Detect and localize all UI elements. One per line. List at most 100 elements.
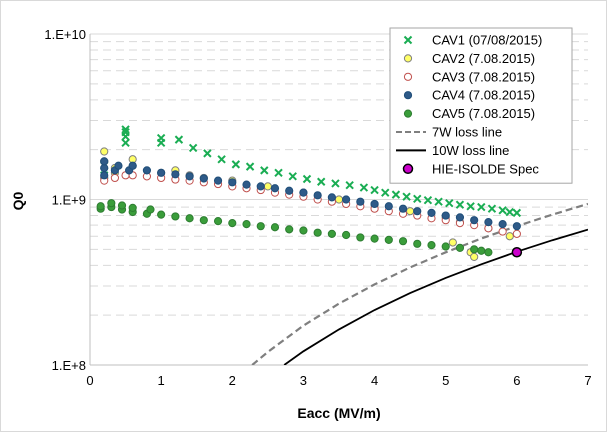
- cav4-7-08-2015-point: [270, 184, 280, 193]
- cav1-07-08-2015-point: [245, 162, 255, 171]
- x-stroke: [505, 207, 514, 217]
- x-stroke: [302, 174, 312, 184]
- cav5-7-08-2015-point: [356, 233, 365, 242]
- cav1-07-08-2015-point: [487, 204, 497, 213]
- x-stroke: [288, 172, 297, 181]
- cav4-7-08-2015-point: [185, 172, 194, 181]
- cav5-7-08-2015-point: [441, 242, 450, 251]
- x-stroke: [381, 188, 390, 197]
- x-tick-label: 7: [584, 373, 591, 388]
- cav1-07-08-2015-point: [466, 202, 475, 211]
- cav3-7-08-2015-point: [110, 173, 120, 183]
- y-axis-label: Q0: [10, 191, 26, 210]
- hie-isolde-spec-point: [511, 247, 523, 258]
- cav1-07-08-2015-point: [498, 206, 507, 215]
- x-tick-label: 0: [86, 373, 93, 388]
- cav1-07-08-2015-point: [174, 135, 184, 144]
- cav5-7-08-2015-point: [96, 202, 105, 211]
- y-tick-label: 1.E+9: [52, 193, 86, 208]
- cav4-7-08-2015-point: [285, 186, 294, 195]
- x-stroke: [317, 177, 326, 186]
- x-stroke: [391, 190, 401, 199]
- cav1-07-08-2015-point: [331, 179, 340, 188]
- cav4-7-08-2015-point: [327, 193, 336, 202]
- cav4-7-08-2015-point: [441, 211, 450, 220]
- x-stroke: [455, 200, 465, 209]
- cav5-7-08-2015-point: [477, 246, 486, 255]
- legend-label-hie-isolde-spec: HIE-ISOLDE Spec: [432, 161, 539, 176]
- cav4-7-08-2015-point: [370, 199, 379, 209]
- cav3-7-08-2015-point: [512, 229, 521, 238]
- cav5-7-08-2015-point: [107, 199, 116, 208]
- cav5-7-08-2015-point: [327, 229, 336, 238]
- cav5-7-08-2015-point: [484, 248, 493, 257]
- cav1-07-08-2015-point: [121, 128, 130, 137]
- legend-label-7w-loss-line: 7W loss line: [432, 125, 502, 140]
- cav5-7-08-2015-point: [285, 225, 294, 234]
- cav4-7-08-2015-point: [398, 204, 408, 213]
- x-axis-label: Eacc (MV/m): [297, 405, 380, 421]
- x-stroke: [121, 138, 130, 148]
- y-tick-label: 1.E+10: [44, 27, 86, 42]
- cav5-7-08-2015-point: [270, 223, 280, 232]
- cav5-7-08-2015-point: [117, 201, 127, 210]
- x-stroke: [203, 149, 212, 158]
- cav5-7-08-2015-point: [256, 222, 265, 231]
- cav1-07-08-2015-point: [370, 185, 379, 195]
- x-stroke: [403, 35, 413, 45]
- x-stroke: [413, 194, 422, 203]
- cav4-7-08-2015-point: [228, 178, 237, 187]
- cav4-7-08-2015-point: [199, 174, 208, 183]
- x-stroke: [260, 166, 269, 175]
- cav5-7-08-2015-point: [199, 216, 208, 225]
- cav5-7-08-2015-point: [413, 239, 422, 248]
- cav5-7-08-2015-point: [470, 245, 479, 254]
- legend-label-cav5-7-08-2015: CAV5 (7.08.2015): [432, 106, 535, 121]
- cav5-7-08-2015-point: [384, 235, 393, 245]
- x-stroke: [498, 206, 507, 215]
- cav4-7-08-2015-point: [100, 163, 109, 173]
- x-stroke: [434, 197, 443, 206]
- cav4-7-08-2015-point: [114, 161, 123, 170]
- legend-swatch-cav1-07-08-2015: [403, 35, 413, 45]
- cav2-7-08-2015-point: [100, 147, 109, 156]
- cav4-7-08-2015-point: [242, 180, 251, 189]
- x-tick-label: 4: [371, 373, 378, 388]
- cav1-07-08-2015-point: [423, 196, 433, 205]
- x-stroke: [188, 143, 198, 153]
- cav4-7-08-2015-point: [313, 191, 322, 200]
- cav4-7-08-2015-point: [470, 216, 479, 225]
- legend-swatch-cav4-7-08-2015: [403, 91, 413, 100]
- cav5-7-08-2015-point: [157, 210, 166, 219]
- cav5-7-08-2015-point: [370, 234, 379, 243]
- cav5-7-08-2015-point: [228, 219, 237, 228]
- axes: [89, 34, 588, 366]
- cav5-7-08-2015-point: [342, 230, 351, 240]
- cav2-7-08-2015-point: [448, 238, 457, 247]
- legend-label-cav1-07-08-2015: CAV1 (07/08/2015): [432, 33, 542, 48]
- legend-swatch-cav2-7-08-2015: [403, 54, 413, 63]
- x-stroke: [245, 162, 255, 171]
- x-tick-label: 1: [158, 373, 165, 388]
- x-stroke: [423, 196, 433, 205]
- cav4-7-08-2015-point: [498, 220, 507, 229]
- x-stroke: [331, 179, 340, 188]
- cav1-07-08-2015-point: [274, 168, 283, 178]
- cav4-7-08-2015-point: [100, 157, 109, 166]
- cav5-7-08-2015-point: [242, 220, 251, 229]
- cav1-07-08-2015-point: [345, 181, 354, 190]
- x-tick-label: 2: [229, 373, 236, 388]
- cav1-07-08-2015-point: [121, 125, 130, 134]
- y-tick-label: 1.E+8: [52, 358, 86, 373]
- x-tick-label: 6: [513, 373, 520, 388]
- cav4-7-08-2015-point: [128, 161, 137, 170]
- legend-label-cav4-7-08-2015: CAV4 (7.08.2015): [432, 88, 535, 103]
- cav4-7-08-2015-point: [256, 182, 265, 191]
- cav1-07-08-2015-point: [302, 174, 312, 184]
- x-stroke: [217, 155, 226, 164]
- cav1-07-08-2015-point: [260, 166, 269, 175]
- x-tick-label: 3: [300, 373, 307, 388]
- cav1-07-08-2015-point: [434, 197, 443, 206]
- cav1-07-08-2015-point: [231, 160, 241, 169]
